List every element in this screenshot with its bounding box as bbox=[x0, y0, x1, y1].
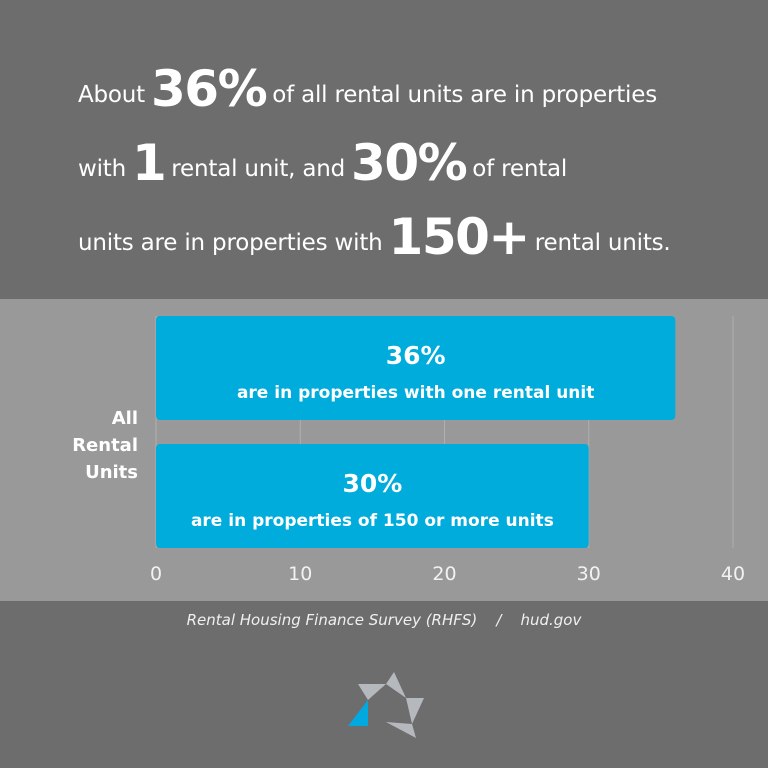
bar bbox=[156, 316, 676, 420]
highlight: 36% bbox=[151, 60, 268, 118]
x-tick-label: 40 bbox=[721, 563, 745, 585]
x-tick-label: 30 bbox=[577, 563, 601, 585]
category-label: Units bbox=[85, 462, 138, 483]
text: with bbox=[78, 156, 126, 182]
highlight: 150+ bbox=[388, 208, 531, 266]
bar-description-label: are in properties with one rental unit bbox=[237, 383, 594, 403]
text: units are in properties with bbox=[78, 230, 383, 256]
text: of rental bbox=[472, 156, 568, 182]
bar-value-label: 36% bbox=[386, 341, 446, 370]
text: About bbox=[78, 82, 146, 108]
headline: About 36% of all rental units are in prope… bbox=[78, 55, 758, 277]
bar bbox=[156, 444, 589, 548]
bar-value-label: 30% bbox=[342, 469, 402, 498]
x-tick-label: 10 bbox=[288, 563, 312, 585]
x-tick-label: 20 bbox=[432, 563, 456, 585]
source-survey: Rental Housing Finance Survey (RHFS) bbox=[186, 611, 478, 629]
source-site: hud.gov bbox=[520, 611, 582, 629]
source-separator: / bbox=[496, 611, 502, 629]
text: rental units. bbox=[534, 230, 671, 256]
hud-star-logo-icon bbox=[348, 672, 424, 738]
bar-description-label: are in properties of 150 or more units bbox=[191, 511, 554, 531]
highlight: 1 bbox=[132, 134, 167, 192]
category-label: Rental bbox=[72, 435, 138, 456]
text: rental unit, and bbox=[171, 156, 346, 182]
text: of all rental units are in properties bbox=[272, 82, 657, 108]
source-line: Rental Housing Finance Survey (RHFS) / h… bbox=[0, 611, 768, 629]
category-label: All bbox=[112, 408, 138, 429]
highlight: 30% bbox=[351, 134, 468, 192]
x-tick-label: 0 bbox=[150, 563, 162, 585]
